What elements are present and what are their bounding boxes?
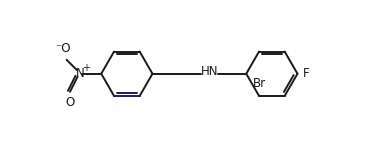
Text: Br: Br <box>253 77 266 90</box>
Text: F: F <box>303 67 309 80</box>
Text: +: + <box>82 63 90 73</box>
Text: HN: HN <box>201 65 218 78</box>
Text: N: N <box>76 67 85 80</box>
Text: O: O <box>65 96 74 108</box>
Text: ⁻O: ⁻O <box>55 42 71 55</box>
